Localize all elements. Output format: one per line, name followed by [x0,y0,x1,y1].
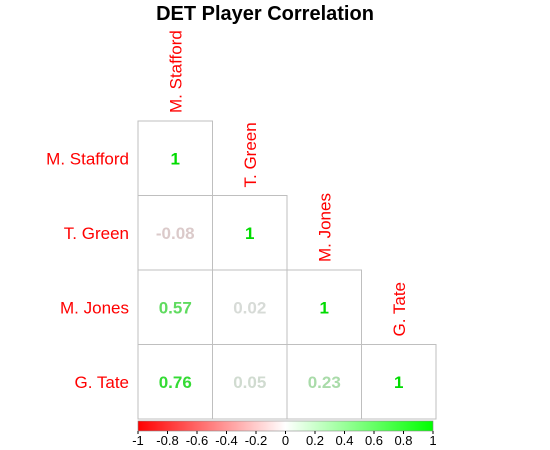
row-label: M. Stafford [46,149,129,168]
colorbar-tick-label: 0.4 [335,433,353,448]
cell-value: 0.02 [233,298,266,317]
colorbar-gradient [137,420,434,432]
colorbar-tick-label: 0.8 [394,433,412,448]
cell-value: 1 [245,224,254,243]
colorbar-tick-label: 1 [429,433,436,448]
colorbar-tick-label: -0.8 [156,433,178,448]
row-label: T. Green [64,224,129,243]
colorbar: -1 -0.8 -0.6 -0.4 -0.2 0 0.2 0.4 0.6 0.8 1 [132,420,437,448]
colorbar-tick-label: -0.4 [215,433,237,448]
cell-value: 0.23 [308,373,341,392]
cell-value: 0.57 [159,298,192,317]
cell-value: 1 [320,298,329,317]
colorbar-tick-label: -1 [132,433,144,448]
column-label: G. Tate [390,282,409,337]
row-label: G. Tate [75,373,130,392]
cell-value: 1 [394,373,403,392]
column-label: T. Green [241,122,260,187]
colorbar-tick-label: -0.6 [186,433,208,448]
column-label: M. Stafford [166,30,185,113]
chart-title: DET Player Correlation [156,3,374,25]
cell-value: 0.76 [159,373,192,392]
cell-value: 1 [171,149,180,168]
colorbar-tick-label: 0.6 [365,433,383,448]
colorbar-tick-label: 0.2 [306,433,324,448]
colorbar-tick-label: -0.2 [245,433,267,448]
column-label: M. Jones [315,193,334,262]
axis-labels: M. Stafford M. Stafford T. Green T. Green M.… [46,30,409,392]
cell [361,344,437,420]
cell-value: -0.08 [156,224,195,243]
row-label: M. Jones [60,298,129,317]
cell-values: 1 -0.08 1 0.57 0.02 1 0.76 0.05 0.23 1 [156,149,404,392]
colorbar-tick-label: 0 [282,433,289,448]
cell-grid [137,120,437,420]
cell-value: 0.05 [233,373,266,392]
